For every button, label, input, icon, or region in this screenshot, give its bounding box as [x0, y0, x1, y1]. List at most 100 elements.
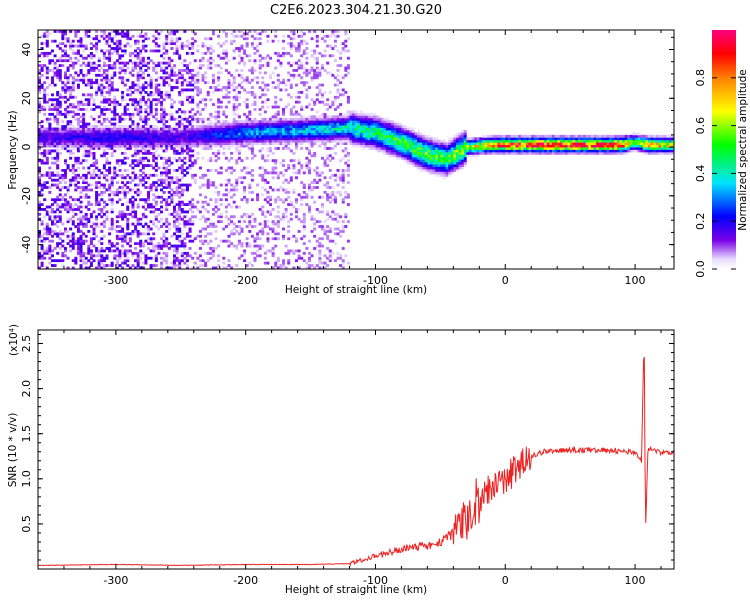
heatmap-cell — [326, 98, 330, 102]
heatmap-cell — [160, 95, 164, 99]
heatmap-cell — [227, 122, 231, 126]
heatmap-cell — [92, 137, 96, 141]
heatmap-cell — [178, 73, 182, 77]
heatmap-cell — [191, 161, 195, 165]
heatmap-cell — [48, 137, 52, 141]
heatmap-cell — [84, 193, 88, 197]
heatmap-cell — [261, 178, 265, 182]
heatmap-cell — [380, 137, 384, 141]
heatmap-cell — [282, 129, 286, 133]
heatmap-cell — [115, 249, 119, 253]
heatmap-cell — [183, 137, 187, 141]
heatmap-cell — [58, 95, 62, 99]
heatmap-cell — [74, 127, 78, 131]
heatmap-cell — [284, 88, 288, 92]
heatmap-cell — [302, 137, 306, 141]
heatmap-cell — [136, 122, 140, 126]
heatmap-cell — [66, 242, 70, 246]
heatmap-cell — [295, 139, 298, 143]
heatmap-cell — [66, 78, 70, 82]
heatmap-cell — [328, 159, 332, 163]
heatmap-cell — [113, 112, 117, 116]
heatmap-cell — [292, 134, 296, 138]
heatmap-cell — [123, 139, 127, 143]
heatmap-cell — [224, 198, 228, 202]
heatmap-cell — [154, 195, 158, 199]
heatmap-cell — [71, 88, 75, 92]
heatmap-cell — [97, 73, 101, 77]
heatmap-cell — [141, 71, 145, 75]
heatmap-cell — [318, 100, 322, 104]
heatmap-cell — [113, 256, 117, 260]
heatmap-cell — [175, 144, 179, 148]
heatmap-cell — [320, 122, 324, 126]
heatmap-cell — [295, 237, 298, 241]
heatmap-cell — [38, 254, 41, 258]
heatmap-cell — [87, 61, 91, 65]
heatmap-cell — [63, 37, 67, 41]
heatmap-cell — [240, 134, 244, 138]
heatmap-cell — [100, 256, 104, 260]
heatmap-cell — [110, 129, 114, 133]
heatmap-cell — [346, 122, 350, 126]
heatmap-cell — [284, 144, 288, 148]
heatmap-cell — [326, 181, 330, 185]
heatmap-cell — [357, 139, 361, 143]
heatmap-cell — [240, 176, 244, 180]
heatmap-cell — [95, 139, 99, 143]
heatmap-cell — [121, 54, 125, 58]
heatmap-cell — [100, 222, 104, 226]
heatmap-cell — [113, 142, 117, 146]
heatmap-cell — [370, 144, 374, 148]
heatmap-cell — [253, 132, 257, 136]
heatmap-cell — [261, 129, 265, 133]
heatmap-cell — [74, 198, 78, 202]
heatmap-cell — [305, 105, 309, 109]
heatmap-cell — [69, 86, 73, 89]
heatmap-cell — [245, 54, 249, 58]
heatmap-cell — [71, 127, 75, 131]
heatmap-cell — [256, 49, 260, 53]
heatmap-cell — [100, 125, 104, 128]
heatmap-cell — [115, 247, 119, 250]
heatmap-cell — [196, 266, 200, 269]
heatmap-cell — [307, 120, 311, 124]
heatmap-cell — [292, 151, 296, 155]
heatmap-cell — [274, 125, 278, 128]
heatmap-cell — [102, 125, 106, 128]
heatmap-cell — [108, 93, 112, 97]
heatmap-cell — [154, 215, 158, 219]
heatmap-cell — [115, 261, 119, 265]
heatmap-cell — [144, 61, 148, 65]
heatmap-cell — [378, 144, 382, 148]
heatmap-cell — [297, 73, 301, 77]
heatmap-cell — [323, 125, 327, 128]
heatmap-cell — [250, 103, 254, 106]
heatmap-cell — [170, 176, 174, 180]
heatmap-cell — [74, 105, 78, 109]
heatmap-cell — [79, 251, 83, 255]
heatmap-cell — [48, 69, 52, 72]
heatmap-cell — [82, 215, 86, 219]
heatmap-cell — [165, 93, 169, 97]
heatmap-cell — [170, 142, 174, 146]
heatmap-cell — [320, 30, 324, 33]
heatmap-cell — [263, 127, 267, 131]
heatmap-cell — [160, 144, 164, 148]
heatmap-cell — [183, 149, 187, 153]
heatmap-cell — [266, 54, 270, 58]
heatmap-cell — [258, 134, 262, 138]
heatmap-cell — [198, 66, 202, 70]
heatmap-cell — [172, 244, 176, 248]
heatmap-cell — [157, 212, 161, 216]
heatmap-cell — [63, 181, 67, 185]
heatmap-cell — [79, 129, 83, 133]
heatmap-cell — [276, 122, 280, 126]
heatmap-cell — [136, 90, 140, 94]
heatmap-cell — [69, 244, 73, 248]
heatmap-cell — [346, 64, 350, 67]
heatmap-cell — [253, 37, 257, 41]
heatmap-cell — [183, 144, 187, 148]
heatmap-cell — [193, 137, 197, 141]
heatmap-cell — [102, 266, 106, 269]
